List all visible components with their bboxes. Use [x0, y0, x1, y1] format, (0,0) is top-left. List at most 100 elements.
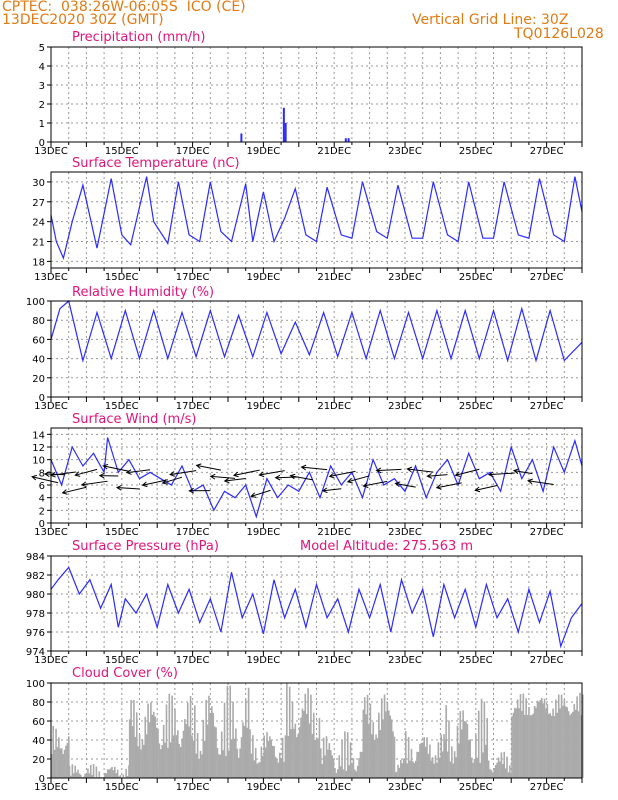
- cloud-bar: [317, 738, 319, 778]
- cloud-bar: [266, 732, 268, 778]
- cloud-bar: [555, 699, 557, 778]
- cloud-bar: [475, 734, 477, 778]
- cloud-bar: [466, 723, 469, 778]
- cloud-bar: [288, 686, 291, 778]
- cloud-bar: [409, 760, 411, 778]
- precip-bar: [240, 133, 243, 142]
- cloud-bar: [433, 763, 435, 778]
- cloud-bar: [412, 761, 414, 778]
- wind-vector: [161, 476, 183, 485]
- x-tick-label: 23DEC: [388, 272, 422, 283]
- cloud-bar: [574, 709, 577, 778]
- cloud-bar: [331, 755, 333, 778]
- cloud-bar: [213, 726, 216, 778]
- cloud-bar: [236, 748, 239, 778]
- cloud-bar: [53, 749, 56, 778]
- cloud-bar: [421, 742, 424, 778]
- cloud-bar: [284, 735, 287, 778]
- x-tick-label: 15DEC: [105, 146, 139, 157]
- cloud-bar: [540, 698, 543, 778]
- x-tick-label: 23DEC: [388, 146, 422, 157]
- cloud-bar: [226, 685, 229, 778]
- x-tick-label: 17DEC: [176, 782, 210, 793]
- wind-vector: [375, 467, 402, 474]
- cloud-bar: [270, 739, 273, 778]
- cloud-bar: [531, 715, 533, 778]
- panel-annotation: Model Altitude: 275.563 m: [300, 539, 473, 554]
- cloud-bar: [345, 770, 348, 778]
- cloud-bar: [440, 734, 442, 778]
- cloud-bar: [397, 764, 399, 778]
- y-tick-label: 12: [32, 443, 45, 454]
- wind-vector: [74, 468, 98, 477]
- cloud-bar: [346, 732, 349, 778]
- y-tick-label: 984: [26, 552, 45, 563]
- cloud-bar: [434, 755, 437, 778]
- panel-1: 0 1 2 3 4 5 13DEC 15DEC 17DEC 19DEC 21DEC 23DEC 25DE…: [34, 30, 583, 157]
- y-tick-label: 5: [39, 43, 45, 54]
- cloud-bar: [181, 738, 183, 778]
- precip-bar: [347, 138, 350, 142]
- cloud-bar: [260, 746, 263, 778]
- cloud-bar: [426, 737, 428, 778]
- cloud-bar: [233, 738, 236, 778]
- cloud-bar: [155, 727, 158, 778]
- cloud-bar: [84, 773, 86, 778]
- cloud-bar: [446, 751, 449, 778]
- cloud-bar: [424, 746, 427, 778]
- cloud-bar: [420, 742, 423, 778]
- x-tick-label: 17DEC: [176, 401, 210, 412]
- y-tick-label: 6: [39, 481, 45, 492]
- cloud-bar: [229, 685, 232, 778]
- cloud-bar: [390, 719, 393, 778]
- cloud-bar: [493, 767, 496, 778]
- x-tick-label: 21DEC: [317, 146, 351, 157]
- panel-title: Surface Pressure (hPa): [72, 539, 219, 554]
- x-tick-label: 27DEC: [530, 655, 564, 666]
- y-tick-label: 976: [26, 628, 45, 639]
- cloud-bar: [504, 768, 507, 778]
- cloud-bar: [361, 751, 363, 778]
- cloud-bar: [87, 768, 89, 778]
- cloud-bar: [378, 712, 380, 778]
- x-tick-label: 23DEC: [388, 782, 422, 793]
- y-tick-label: 8: [39, 468, 45, 479]
- cloud-bar: [177, 730, 179, 778]
- wind-vector: [98, 472, 119, 479]
- wind-vector: [232, 469, 260, 478]
- cloud-bar: [220, 731, 223, 778]
- x-tick-label: 27DEC: [530, 146, 564, 157]
- panel-3: 0 20 40 60 80 100 13DEC 15DEC 17DEC 19DEC 21DEC 23D…: [26, 285, 583, 412]
- x-tick-label: 13DEC: [34, 146, 68, 157]
- cloud-bar: [114, 766, 116, 778]
- cloud-bar: [58, 737, 60, 778]
- cloud-bar: [216, 747, 219, 778]
- cloud-bar: [473, 759, 476, 778]
- y-tick-label: 3: [39, 81, 45, 92]
- cloud-bar: [529, 715, 532, 778]
- cloud-bar: [312, 712, 315, 778]
- cloud-bar: [458, 743, 460, 778]
- cloud-bar: [185, 723, 188, 778]
- cloud-bar: [252, 735, 254, 778]
- cloud-bar: [52, 725, 55, 778]
- header-station: CPTEC: 038:26W-06:05S ICO (CE): [2, 0, 246, 15]
- cloud-bar: [295, 737, 298, 778]
- wind-vector: [394, 481, 416, 488]
- x-tick-label: 13DEC: [34, 401, 68, 412]
- cloud-bar: [480, 698, 483, 778]
- series-line: [50, 176, 583, 260]
- cloud-bar: [543, 698, 546, 778]
- cloud-bar: [186, 702, 189, 778]
- y-tick-label: 80: [32, 316, 45, 327]
- cloud-bar: [232, 701, 234, 778]
- cloud-bar: [339, 766, 342, 778]
- cloud-bar: [369, 703, 372, 778]
- cloud-bar: [264, 747, 267, 778]
- wind-vector: [223, 477, 246, 484]
- cloud-bar: [67, 736, 70, 778]
- cloud-bar: [126, 775, 129, 778]
- cloud-bar: [212, 712, 215, 778]
- cloud-bar: [533, 706, 536, 778]
- cloud-bar: [358, 758, 360, 778]
